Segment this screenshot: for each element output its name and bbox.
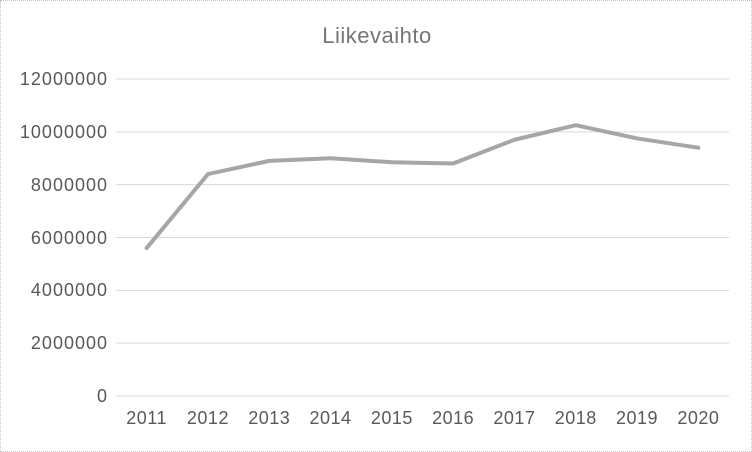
x-tick-label: 2015 <box>370 408 413 428</box>
y-tick-label: 0 <box>96 386 108 406</box>
y-tick-label: 6000000 <box>30 227 108 248</box>
y-tick-label: 2000000 <box>30 333 108 354</box>
x-tick-label: 2014 <box>309 408 352 428</box>
chart-title: Liikevaihto <box>322 23 432 48</box>
x-tick-label: 2011 <box>126 408 167 428</box>
y-tick-label: 10000000 <box>19 121 108 142</box>
x-tick-label: 2019 <box>616 408 659 428</box>
series-line <box>144 123 701 251</box>
x-tick-label: 2018 <box>554 408 597 428</box>
y-tick-label: 8000000 <box>30 174 108 195</box>
x-tick-label: 2017 <box>493 408 536 428</box>
y-tick-label: 12000000 <box>19 69 108 89</box>
x-tick-label: 2012 <box>186 408 229 428</box>
x-tick-label: 2020 <box>677 408 720 428</box>
x-tick-label: 2013 <box>248 408 291 428</box>
x-tick-label: 2016 <box>432 408 475 428</box>
y-tick-label: 4000000 <box>30 280 108 301</box>
